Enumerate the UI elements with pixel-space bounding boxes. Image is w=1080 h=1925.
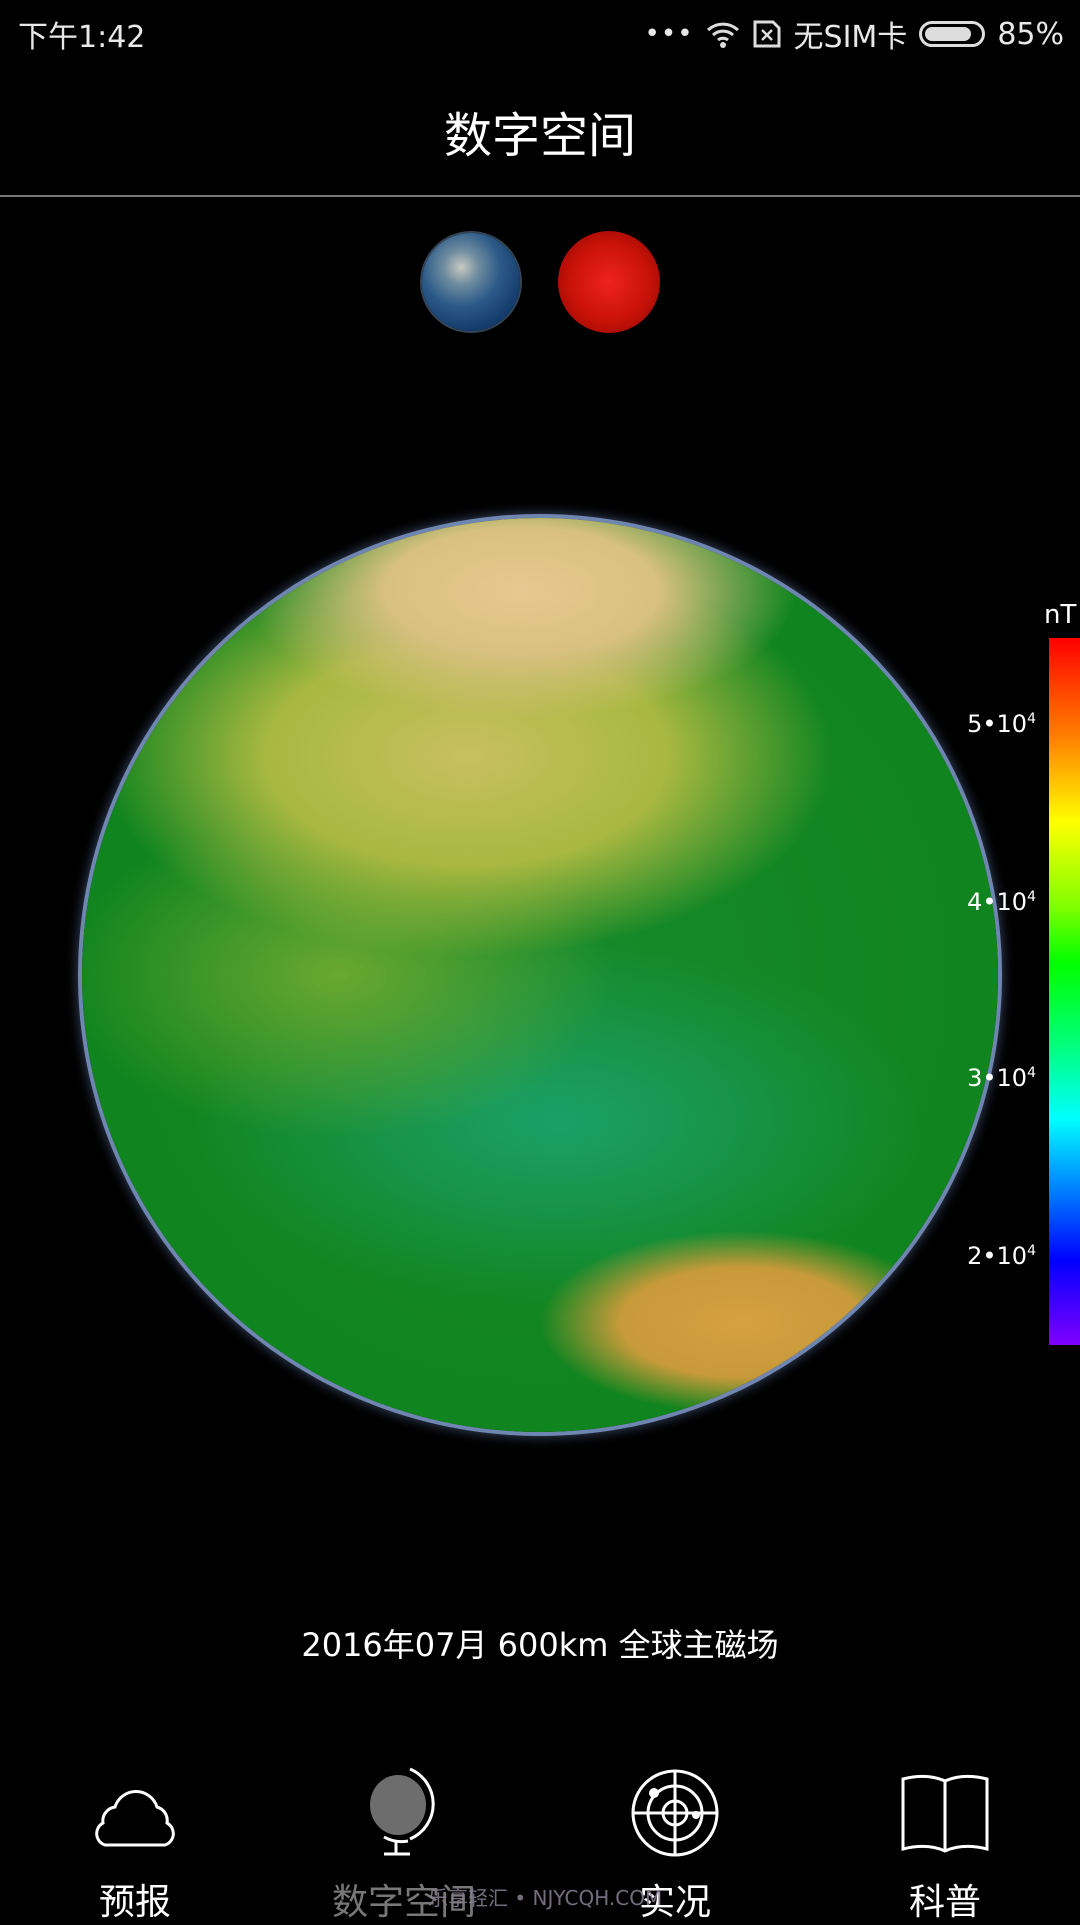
nav-label: 科普 [908, 1882, 981, 1923]
nav-forecast[interactable]: 预报 [35, 1765, 235, 1925]
status-bar: 下午1:42 ••• 无SIM卡 85% [0, 0, 1080, 60]
colorbar-unit: nT [1044, 600, 1077, 630]
colorbar-tick: 5•104 [967, 710, 1036, 738]
page-title: 数字空间 [443, 108, 636, 164]
nav-live[interactable]: 实况 [575, 1765, 775, 1925]
earth-icon[interactable] [422, 233, 520, 331]
sun-icon[interactable] [558, 231, 660, 333]
magnetic-field-globe[interactable] [82, 518, 998, 1432]
nav-label: 预报 [98, 1882, 171, 1923]
nav-label: 数字空间 [331, 1882, 476, 1923]
header-divider [0, 195, 1080, 197]
battery-percent: 85% [997, 16, 1064, 52]
field-caption: 2016年07月 600km 全球主磁场 [301, 1626, 779, 1664]
colorbar-tick: 4•104 [967, 888, 1036, 916]
carrier-text: 无SIM卡 [793, 20, 908, 55]
wifi-icon [706, 22, 739, 48]
cloud-icon [95, 1790, 175, 1847]
watermark: 乐享轻汇 • NJYCQH.COM [428, 1886, 663, 1910]
globe-icon [370, 1767, 435, 1856]
battery-icon [919, 21, 986, 47]
colorbar-tick: 2•104 [967, 1242, 1036, 1270]
colorbar [1049, 638, 1080, 1345]
nav-digital-space[interactable]: 数字空间 [304, 1765, 504, 1925]
book-icon [901, 1774, 989, 1853]
colorbar-tick: 3•104 [967, 1064, 1036, 1092]
more-dots-icon: ••• [644, 19, 694, 49]
status-time: 下午1:42 [18, 20, 146, 55]
nav-science[interactable]: 科普 [845, 1765, 1045, 1925]
bottom-nav: 预报 数字空间 实况 科普 [0, 1765, 1080, 1923]
nav-label: 实况 [638, 1882, 711, 1923]
radar-icon [631, 1769, 719, 1857]
no-sim-icon [753, 20, 781, 48]
